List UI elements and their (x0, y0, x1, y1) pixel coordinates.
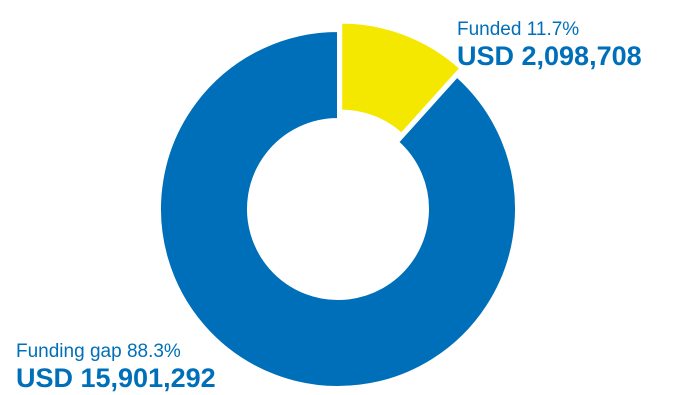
funding-gap-percent-label: Funding gap 88.3% (16, 342, 216, 361)
funding-gap-percent: 88.3% (126, 341, 181, 362)
funded-percent: 11.7% (526, 19, 580, 40)
funded-name: Funded (457, 19, 522, 40)
funded-amount: USD 2,098,708 (457, 41, 642, 71)
funding-gap-amount: USD 15,901,292 (16, 363, 216, 393)
funded-label: Funded 11.7% USD 2,098,708 (457, 20, 642, 70)
slice-funded (340, 21, 462, 136)
funded-percent-label: Funded 11.7% (457, 20, 642, 39)
slice-funding-gap (159, 29, 517, 388)
donut-slices (159, 21, 517, 388)
funding-gap-name: Funding gap (16, 341, 122, 362)
funding-gap-label: Funding gap 88.3% USD 15,901,292 (16, 342, 216, 392)
